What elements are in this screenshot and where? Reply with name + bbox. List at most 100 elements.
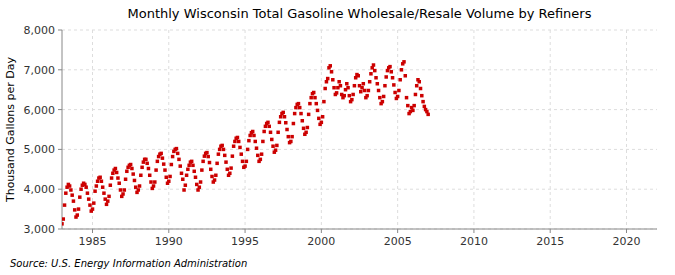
point: [125, 170, 129, 174]
point: [222, 148, 226, 152]
point: [329, 64, 333, 68]
point: [77, 207, 81, 211]
point: [167, 179, 171, 183]
y-tick: [58, 149, 62, 150]
point: [109, 183, 113, 187]
point: [137, 188, 141, 192]
point: [312, 91, 316, 95]
point: [391, 76, 395, 80]
point: [164, 176, 168, 180]
point: [285, 128, 289, 132]
point: [123, 188, 127, 192]
point: [229, 166, 233, 170]
point: [281, 111, 285, 115]
point: [191, 164, 195, 168]
point: [102, 191, 106, 195]
point: [317, 117, 321, 121]
point: [415, 84, 419, 88]
point: [255, 146, 259, 150]
x-grid-line: [397, 30, 398, 229]
point: [110, 176, 114, 180]
point: [353, 84, 357, 88]
point: [412, 104, 416, 108]
point: [84, 185, 88, 189]
point: [175, 147, 179, 151]
point: [392, 83, 396, 87]
point: [177, 158, 181, 162]
y-tick: [58, 30, 62, 31]
point: [144, 158, 148, 162]
point: [251, 130, 255, 134]
point: [339, 84, 343, 88]
point: [161, 156, 165, 160]
point: [316, 109, 320, 113]
point: [405, 96, 409, 100]
grid: [62, 30, 657, 229]
point: [397, 89, 401, 93]
point: [116, 176, 120, 180]
y-axis-label: Thousand Gallons per Day: [4, 56, 17, 203]
point: [367, 89, 371, 93]
point: [180, 172, 184, 176]
point: [421, 100, 425, 104]
points: [62, 60, 430, 225]
point: [213, 178, 217, 182]
point: [260, 152, 264, 156]
x-tick: [550, 229, 551, 233]
point: [382, 95, 386, 99]
point: [337, 80, 341, 84]
point: [223, 154, 227, 158]
point: [149, 180, 153, 184]
point: [270, 138, 274, 142]
point: [315, 102, 319, 106]
point: [63, 203, 67, 207]
point: [414, 93, 418, 97]
point: [390, 70, 394, 74]
point: [62, 217, 65, 221]
point: [301, 119, 305, 123]
y-tick: [58, 189, 62, 190]
point: [181, 178, 185, 182]
point: [290, 135, 294, 139]
point: [192, 170, 196, 174]
point: [91, 207, 95, 211]
x-tick-label: 2015: [536, 235, 564, 248]
y-grid-line: [62, 109, 657, 110]
point: [383, 84, 387, 88]
point: [114, 167, 118, 171]
point: [217, 152, 221, 156]
point: [93, 189, 97, 193]
x-tick: [397, 229, 398, 233]
point: [374, 76, 378, 80]
point: [259, 158, 263, 162]
point: [283, 115, 287, 119]
point: [402, 60, 406, 64]
point: [376, 82, 380, 86]
point: [393, 91, 397, 95]
point: [335, 91, 339, 95]
y-tick: [58, 109, 62, 110]
y-axis-line: [62, 30, 63, 229]
point: [205, 151, 209, 155]
point: [153, 180, 157, 184]
point: [309, 96, 313, 100]
point: [156, 160, 160, 164]
point: [190, 160, 194, 164]
point: [69, 188, 73, 192]
point: [304, 131, 308, 135]
point: [139, 174, 143, 178]
point: [332, 86, 336, 90]
point: [356, 74, 360, 78]
x-tick-label: 1995: [231, 235, 259, 248]
point: [214, 174, 218, 178]
point: [313, 96, 317, 100]
point: [362, 82, 366, 86]
point: [322, 100, 326, 104]
point: [400, 68, 404, 72]
point: [72, 199, 76, 203]
point: [64, 191, 68, 195]
point: [411, 109, 415, 113]
point: [96, 179, 100, 183]
point: [154, 168, 158, 172]
point: [226, 168, 230, 172]
